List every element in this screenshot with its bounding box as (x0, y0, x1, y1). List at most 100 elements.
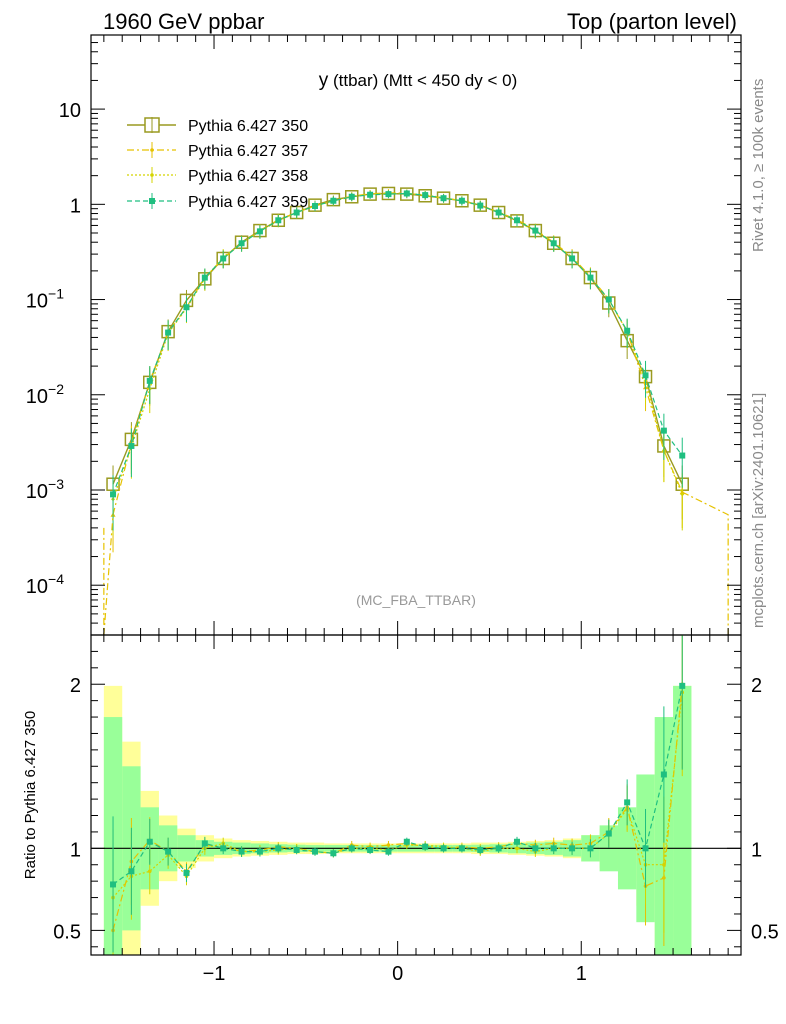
plot-title: y (ttbar) (Mtt < 450 dy < 0) (319, 70, 517, 91)
band-inner (673, 685, 692, 955)
ratio-point (642, 845, 649, 852)
ratio-line-3 (112, 685, 683, 885)
data-point (330, 197, 337, 204)
x-tick-label: 1 (576, 963, 587, 985)
ratio-point (495, 845, 502, 852)
ratio-y-tick-label-left: 0.5 (53, 921, 81, 943)
ratio-y-tick-label-right: 2 (751, 675, 762, 697)
ratio-point (367, 846, 374, 853)
data-point (436, 191, 451, 205)
ratio-y-tick-label-left: 2 (70, 675, 81, 697)
data-point (275, 217, 282, 224)
legend-label-0: Pythia 6.427 350 (188, 118, 308, 135)
ratio-point (679, 682, 686, 689)
ratio-point (550, 845, 557, 852)
ratio-point (532, 845, 539, 852)
ratio-point (403, 838, 410, 845)
data-point (110, 491, 117, 498)
data-point (587, 274, 594, 281)
y-tick-label: 10−4 (26, 571, 64, 598)
y-tick-label: 10 (59, 100, 81, 122)
ratio-y-tick-label-right: 0.5 (751, 921, 779, 943)
ratio-point (110, 881, 117, 888)
ratio-point (569, 845, 576, 852)
ratio-point (660, 771, 667, 778)
ratio-point (513, 838, 520, 845)
data-point (569, 255, 576, 262)
data-point (440, 195, 447, 202)
analysis-tag: (MC_FBA_TTBAR) (356, 592, 476, 608)
ratio-point (146, 838, 153, 845)
data-point (201, 274, 208, 281)
y-tick-label: 10−1 (26, 286, 64, 313)
ratio-point (238, 848, 245, 855)
rivet-label: Rivet 4.1.0, ≥ 100k events (750, 79, 767, 252)
x-tick-label: −1 (203, 963, 226, 985)
series-edge-left (103, 514, 114, 636)
data-point (660, 427, 667, 434)
data-point (680, 492, 685, 497)
data-point (238, 240, 245, 247)
legend-label-2: Pythia 6.427 358 (188, 168, 308, 185)
data-point (403, 190, 410, 197)
data-point (256, 228, 263, 235)
ratio-point (293, 846, 300, 853)
data-point (679, 452, 686, 459)
y-tick-label: 10−3 (26, 476, 64, 503)
ratio-point (275, 845, 282, 852)
header-right: Top (parton level) (567, 9, 737, 34)
data-point (312, 203, 319, 210)
data-point (495, 209, 502, 216)
legend: Pythia 6.427 350 Pythia 6.427 357 Pythia 6… (127, 117, 308, 211)
ratio-y-tick-label-right: 1 (751, 839, 762, 861)
main-panel: 10 1 10−1 10−2 10−3 10−4 y (ttbar) (Mtt < 450… (26, 34, 742, 636)
data-point (183, 304, 190, 311)
ratio-point (128, 868, 135, 875)
series-edge-right (681, 491, 729, 635)
ratio-point (440, 845, 447, 852)
ratio-point (147, 869, 152, 874)
data-point (220, 255, 227, 262)
ratio-point (312, 848, 319, 855)
ratio-point (348, 845, 355, 852)
y-tick-label: 10−2 (26, 381, 64, 408)
series-line-0 (112, 192, 683, 485)
ratio-point (385, 848, 392, 855)
ratio-point (201, 840, 208, 847)
data-point (455, 194, 469, 208)
data-point (422, 192, 429, 199)
data-point (477, 202, 484, 209)
ratio-line-1 (112, 684, 683, 931)
ratio-y-tick-label-left: 1 (70, 839, 81, 861)
ratio-point (477, 846, 484, 853)
ratio-point (662, 862, 666, 867)
data-point (165, 329, 172, 336)
data-point (550, 240, 557, 247)
ratio-point (422, 843, 429, 850)
data-point (532, 227, 539, 234)
ratio-point (386, 843, 391, 847)
x-tick-label: 0 (392, 963, 403, 985)
ratio-point (183, 869, 190, 876)
data-point (289, 205, 304, 220)
ratio-point (624, 799, 631, 806)
data-point (605, 296, 612, 303)
mcplots-label: mcplots.cern.ch [arXiv:2401.10621] (750, 393, 767, 628)
data-point (367, 191, 374, 198)
data-point (293, 209, 300, 216)
data-point (348, 193, 355, 200)
legend-label-3: Pythia 6.427 359 (188, 194, 308, 211)
ratio-panel: −1 0 1 0.5 0.5 1 1 2 2 Ratio to Pythia 6.427 350 (22, 634, 779, 985)
data-point (344, 190, 359, 204)
ratio-line-2 (112, 692, 683, 898)
data-point (146, 377, 153, 384)
ratio-point (458, 845, 465, 852)
ratio-point (256, 848, 263, 855)
series-line-2 (112, 192, 683, 500)
data-point (624, 327, 631, 334)
data-point (128, 442, 135, 449)
ratio-ylabel: Ratio to Pythia 6.427 350 (22, 711, 39, 879)
data-point (385, 191, 392, 198)
series-line-3 (112, 192, 683, 495)
